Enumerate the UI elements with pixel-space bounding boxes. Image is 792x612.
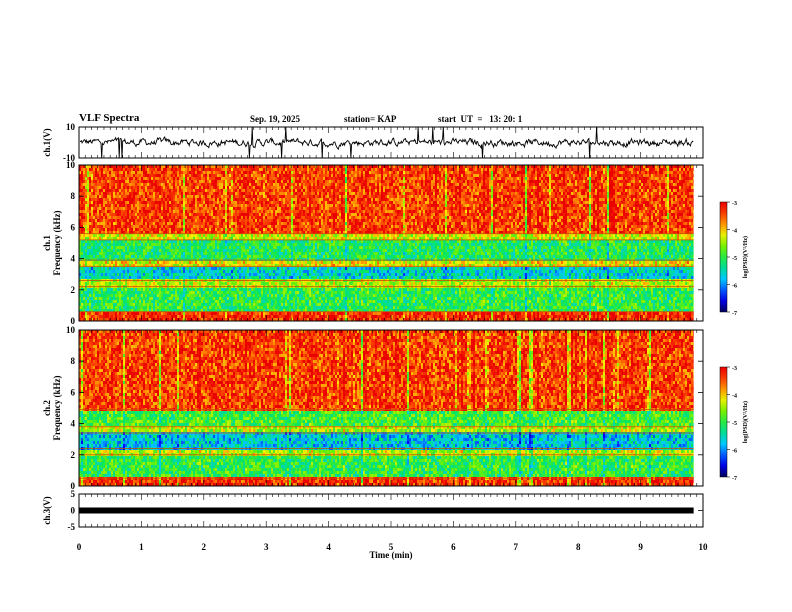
ch3-waveform-ytick-label-0: 5 xyxy=(71,489,76,499)
ch2-spectrogram-cells xyxy=(79,330,695,486)
ch1-spectrogram-ytick-label-1: 2 xyxy=(71,285,76,295)
ch1-waveform-ylabel: ch.1(V) xyxy=(42,128,52,156)
ch1-spectrogram-ylabel-channel: ch.1 xyxy=(42,235,52,251)
ch2-spectrogram-ylabel-channel: ch.2 xyxy=(42,400,52,416)
vlf-spectra-figure: 10-10ch.1(V)0246810ch.1 Frequency (kHz)-3… xyxy=(0,0,792,612)
ch2-spectrogram-ytick-label-5: 10 xyxy=(66,325,76,335)
ch1-spectrogram-colorbar-tick-label-4: -7 xyxy=(732,311,737,317)
ch2-spectrogram-nodata xyxy=(694,330,703,486)
x-tick-label-0: 0 xyxy=(77,542,82,552)
ch2-spectrogram-ytick-label-2: 4 xyxy=(71,419,76,429)
ch2-spectrogram-colorbar xyxy=(720,367,727,477)
ch1-spectrogram-ylabel-frequency: Frequency (kHz) xyxy=(52,210,62,275)
ch1-spectrogram-colorbar-tick-label-3: -6 xyxy=(732,284,737,290)
ch1-spectrogram-colorbar-tick-label-2: -5 xyxy=(732,256,737,262)
ch1-spectrogram-colorbar-tick-label-0: -3 xyxy=(732,201,737,207)
ch3-waveform-ylabel: ch.3(V) xyxy=(42,496,52,524)
ch2-spectrogram-colorbar-tick-label-1: -4 xyxy=(732,394,737,400)
x-tick-label-1: 1 xyxy=(139,542,144,552)
ch2-spectrogram-colorbar-tick-label-0: -3 xyxy=(732,366,737,372)
ch3-waveform-line xyxy=(79,508,694,514)
ch2-spectrogram-colorbar-tick-label-4: -7 xyxy=(732,476,737,482)
ch2-spectrogram-colorbar-label: log(PSD)(V²/Hz) xyxy=(742,401,749,443)
ch2-spectrogram-ylabel-frequency: Frequency (kHz) xyxy=(52,375,62,440)
ch1-waveform-ytick-label-0: 10 xyxy=(66,122,76,132)
x-tick-label-6: 6 xyxy=(451,542,456,552)
x-tick-label-4: 4 xyxy=(326,542,331,552)
x-tick-label-3: 3 xyxy=(264,542,269,552)
x-tick-label-9: 9 xyxy=(638,542,643,552)
ch2-spectrogram-ytick-label-1: 2 xyxy=(71,450,76,460)
ch1-spectrogram-ytick-label-5: 10 xyxy=(66,160,76,170)
x-tick-label-8: 8 xyxy=(576,542,581,552)
ch3-waveform-ytick-label-2: -5 xyxy=(68,522,76,532)
ch1-spectrogram-cells xyxy=(79,165,695,321)
ch1-spectrogram-nodata xyxy=(694,165,703,321)
x-tick-label-2: 2 xyxy=(202,542,207,552)
ch1-spectrogram-ytick-label-2: 4 xyxy=(71,254,76,264)
ch1-spectrogram-colorbar xyxy=(720,202,727,312)
x-axis-label: Time (min) xyxy=(369,550,412,560)
x-tick-label-7: 7 xyxy=(514,542,519,552)
ch1-waveform-line xyxy=(80,127,693,158)
ch1-spectrogram-ytick-label-4: 8 xyxy=(71,191,76,201)
x-tick-label-10: 10 xyxy=(699,542,709,552)
ch2-spectrogram-colorbar-tick-label-2: -5 xyxy=(732,421,737,427)
ch1-spectrogram-colorbar-tick-label-1: -4 xyxy=(732,229,737,235)
ch3-waveform-ytick-label-1: 0 xyxy=(71,506,76,516)
ch1-spectrogram-ytick-label-3: 6 xyxy=(71,222,76,232)
ch2-spectrogram-colorbar-tick-label-3: -6 xyxy=(732,449,737,455)
ch2-spectrogram-ytick-label-4: 8 xyxy=(71,356,76,366)
ch2-spectrogram-ytick-label-3: 6 xyxy=(71,387,76,397)
ch1-spectrogram-colorbar-label: log(PSD)(V²/Hz) xyxy=(742,236,749,278)
